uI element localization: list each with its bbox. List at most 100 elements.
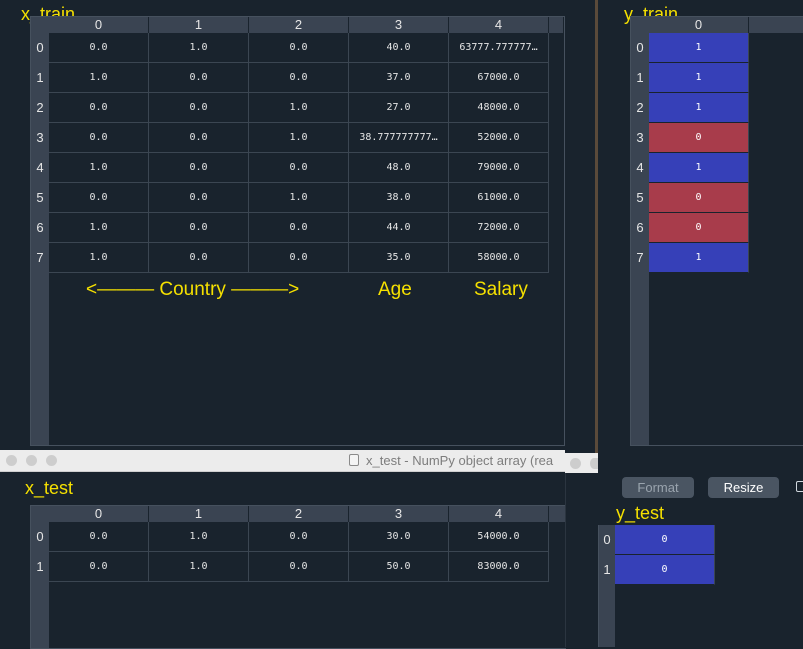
table-cell[interactable]: 37.0 <box>349 63 449 93</box>
table-cell[interactable]: 38.777777777… <box>349 123 449 153</box>
table-cell[interactable]: 52000.0 <box>449 123 549 153</box>
table-cell[interactable]: 0.0 <box>149 63 249 93</box>
x-train-row-header[interactable]: 2 <box>31 93 49 123</box>
table-cell[interactable]: 0.0 <box>249 153 349 183</box>
table-cell[interactable]: 1 <box>649 93 749 123</box>
table-cell[interactable]: 0 <box>615 555 715 585</box>
table-cell[interactable]: 0.0 <box>149 213 249 243</box>
table-cell[interactable]: 1.0 <box>249 93 349 123</box>
table-cell[interactable]: 44.0 <box>349 213 449 243</box>
x-test-column-header[interactable]: 4 <box>449 506 549 522</box>
y-train-column-header[interactable]: 0 <box>649 17 749 33</box>
x-train-column-header[interactable]: 3 <box>349 17 449 33</box>
x-test-column-header[interactable]: 3 <box>349 506 449 522</box>
table-cell[interactable]: 72000.0 <box>449 213 549 243</box>
table-cell[interactable]: 0.0 <box>49 123 149 153</box>
y-train-row-header[interactable]: 7 <box>631 243 649 273</box>
table-cell[interactable]: 48000.0 <box>449 93 549 123</box>
x-train-row-header[interactable]: 3 <box>31 123 49 153</box>
table-cell[interactable]: 0 <box>649 183 749 213</box>
table-cell[interactable]: 27.0 <box>349 93 449 123</box>
table-cell[interactable]: 54000.0 <box>449 522 549 552</box>
table-cell[interactable]: 0 <box>615 525 715 555</box>
table-cell[interactable]: 0 <box>649 123 749 153</box>
y-train-row-header[interactable]: 6 <box>631 213 649 243</box>
table-cell[interactable]: 0.0 <box>149 183 249 213</box>
x-test-column-header[interactable]: 2 <box>249 506 349 522</box>
table-cell[interactable]: 1.0 <box>149 33 249 63</box>
table-cell[interactable]: 0.0 <box>149 243 249 273</box>
table-cell[interactable]: 1 <box>649 33 749 63</box>
table-cell[interactable]: 0.0 <box>149 153 249 183</box>
table-cell[interactable]: 0.0 <box>249 63 349 93</box>
resize-button[interactable]: Resize <box>708 477 779 498</box>
minimize-window-button[interactable] <box>590 458 598 469</box>
table-cell[interactable]: 63777.777777… <box>449 33 549 63</box>
table-cell[interactable]: 0.0 <box>49 552 149 582</box>
x-train-row-header[interactable]: 7 <box>31 243 49 273</box>
table-cell[interactable]: 40.0 <box>349 33 449 63</box>
x-train-column-header[interactable]: 2 <box>249 17 349 33</box>
x-test-row-header[interactable]: 0 <box>31 522 49 552</box>
x-train-row-header[interactable]: 0 <box>31 33 49 63</box>
table-cell[interactable]: 67000.0 <box>449 63 549 93</box>
x-train-column-header[interactable]: 1 <box>149 17 249 33</box>
table-cell[interactable]: 38.0 <box>349 183 449 213</box>
x-test-column-header[interactable]: 0 <box>49 506 149 522</box>
table-cell[interactable]: 1 <box>649 243 749 273</box>
table-cell[interactable]: 1.0 <box>149 552 249 582</box>
table-cell[interactable]: 83000.0 <box>449 552 549 582</box>
table-cell[interactable]: 0.0 <box>249 33 349 63</box>
table-cell[interactable]: 48.0 <box>349 153 449 183</box>
table-cell[interactable]: 0.0 <box>249 243 349 273</box>
table-cell[interactable]: 0 <box>649 213 749 243</box>
table-cell[interactable]: 79000.0 <box>449 153 549 183</box>
y-train-row-header[interactable]: 4 <box>631 153 649 183</box>
table-cell[interactable]: 58000.0 <box>449 243 549 273</box>
x-test-column-header[interactable]: 1 <box>149 506 249 522</box>
table-cell[interactable]: 0.0 <box>49 522 149 552</box>
table-cell[interactable]: 0.0 <box>49 33 149 63</box>
table-cell[interactable]: 1.0 <box>49 213 149 243</box>
table-cell[interactable]: 0.0 <box>49 93 149 123</box>
y-train-row-header[interactable]: 5 <box>631 183 649 213</box>
y-test-row-header[interactable]: 1 <box>599 555 615 585</box>
close-window-button[interactable] <box>570 458 581 469</box>
format-button[interactable]: Format <box>622 477 694 498</box>
table-cell[interactable]: 1.0 <box>49 153 149 183</box>
y-train-row-header[interactable]: 1 <box>631 63 649 93</box>
minimize-window-button[interactable] <box>26 455 37 466</box>
x-test-row-header[interactable]: 1 <box>31 552 49 582</box>
table-cell[interactable]: 1.0 <box>149 522 249 552</box>
table-cell[interactable]: 1 <box>649 153 749 183</box>
table-cell[interactable]: 0.0 <box>249 552 349 582</box>
table-cell[interactable]: 50.0 <box>349 552 449 582</box>
y-train-row-header[interactable]: 2 <box>631 93 649 123</box>
zoom-window-button[interactable] <box>46 455 57 466</box>
y-test-row-header[interactable]: 0 <box>599 525 615 555</box>
table-cell[interactable]: 0.0 <box>149 123 249 153</box>
x-train-row-header[interactable]: 4 <box>31 153 49 183</box>
table-cell[interactable]: 0.0 <box>149 93 249 123</box>
table-cell[interactable]: 1.0 <box>49 243 149 273</box>
table-cell[interactable]: 0.0 <box>249 213 349 243</box>
x-train-row-header[interactable]: 5 <box>31 183 49 213</box>
table-cell[interactable]: 0.0 <box>249 522 349 552</box>
y-train-row-header[interactable]: 0 <box>631 33 649 63</box>
x-train-row-header[interactable]: 6 <box>31 213 49 243</box>
table-cell[interactable]: 1.0 <box>249 183 349 213</box>
x-train-column-header[interactable]: 0 <box>49 17 149 33</box>
checkbox[interactable] <box>796 481 803 492</box>
table-cell[interactable]: 1 <box>649 63 749 93</box>
x-train-column-header[interactable]: 4 <box>449 17 549 33</box>
table-cell[interactable]: 30.0 <box>349 522 449 552</box>
table-cell[interactable]: 0.0 <box>49 183 149 213</box>
table-cell[interactable]: 1.0 <box>49 63 149 93</box>
y-train-row-header[interactable]: 3 <box>631 123 649 153</box>
x-train-row-header[interactable]: 1 <box>31 63 49 93</box>
close-window-button[interactable] <box>6 455 17 466</box>
table-cell[interactable]: 61000.0 <box>449 183 549 213</box>
table-cell[interactable]: 35.0 <box>349 243 449 273</box>
table-cell[interactable]: 1.0 <box>249 123 349 153</box>
